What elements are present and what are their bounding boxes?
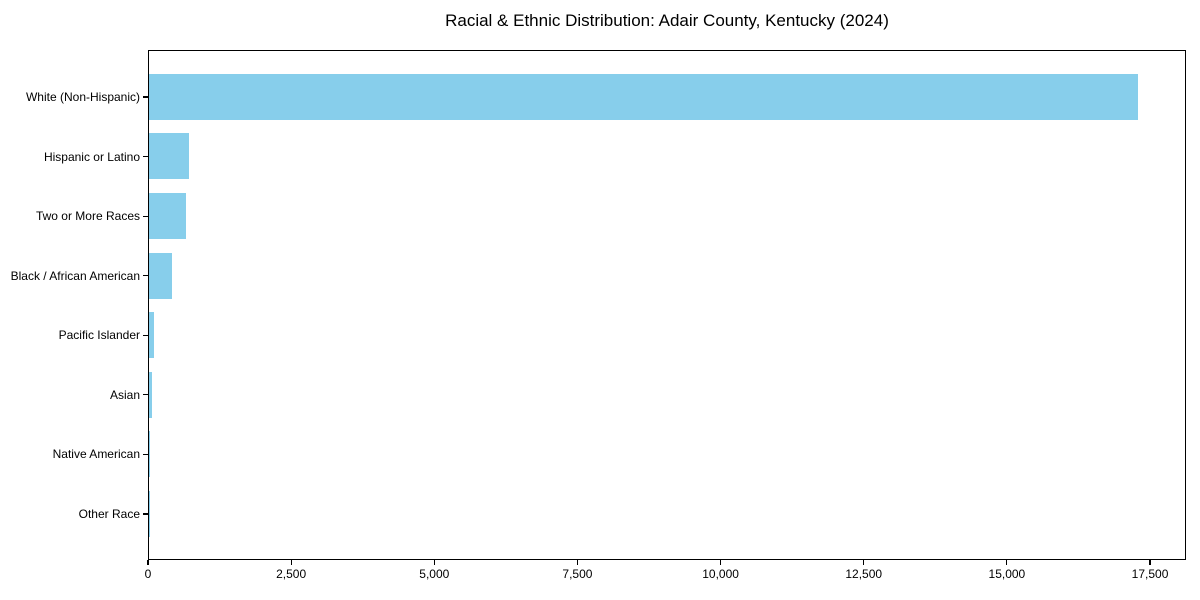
x-tick-mark [719,560,722,565]
bar [149,371,153,418]
plot-area [148,50,1186,560]
x-tick-mark [147,560,149,565]
x-tick-label: 17,500 [1131,567,1169,581]
x-tick-mark [1149,560,1151,565]
x-tick-label: 5,000 [419,567,450,581]
x-tick-mark [290,560,292,565]
bar [149,312,154,359]
x-tick-mark [433,560,435,565]
y-tick-mark [143,453,148,455]
y-tick-mark [143,215,148,217]
y-tick-label: Asian [109,387,140,402]
y-tick-label: White (Non-Hispanic) [25,90,140,104]
y-tick-label: Native American [52,447,140,462]
bar [149,192,187,239]
y-tick-label: Pacific Islander [58,328,140,343]
chart-title: Racial & Ethnic Distribution: Adair Coun… [445,11,889,30]
y-tick-label: Other Race [78,506,140,521]
y-tick-mark [143,96,148,98]
bar [149,252,172,299]
y-tick-label: Two or More Races [35,209,140,224]
y-tick-label: Black / African American [10,268,140,283]
y-tick-mark [143,394,148,396]
x-tick-label: 2,500 [276,567,307,581]
y-tick-mark [143,155,148,158]
bar [149,73,1138,120]
y-tick-mark [143,275,148,277]
x-tick-mark [576,560,579,565]
y-tick-label: Hispanic or Latino [43,149,140,164]
x-tick-mark [1006,560,1008,565]
x-tick-label: 12,500 [845,567,883,581]
x-tick-label: 7,500 [562,567,593,581]
bar [149,431,150,478]
y-tick-mark [143,513,148,515]
x-tick-mark [863,560,865,565]
x-tick-label: 15,000 [988,567,1026,581]
x-tick-label: 0 [144,567,152,581]
bar [149,133,189,180]
x-tick-label: 10,000 [702,567,739,581]
y-tick-mark [143,334,148,336]
